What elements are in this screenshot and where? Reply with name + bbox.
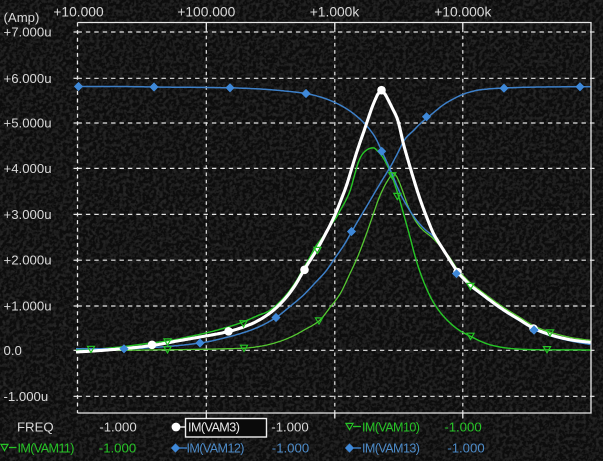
svg-text:-1.000: -1.000 [271,420,308,435]
svg-text:-1.000: -1.000 [444,420,481,435]
svg-text:0.0: 0.0 [4,343,22,358]
svg-text:-1.000u: -1.000u [4,389,49,404]
svg-text:IM(VAM11): IM(VAM11) [18,442,75,456]
svg-text:+2.000u: +2.000u [4,253,52,268]
svg-text:+5.000u: +5.000u [4,116,52,131]
svg-text:-1.000: -1.000 [99,441,136,456]
svg-text:+6.000u: +6.000u [4,71,52,86]
svg-text:-1.000: -1.000 [272,441,309,456]
svg-text:+3.000u: +3.000u [4,207,52,222]
svg-text:IM(VAM3): IM(VAM3) [188,421,240,435]
svg-text:+10.000k: +10.000k [434,5,491,20]
svg-text:+10.000: +10.000 [53,5,104,20]
svg-text:+100.000: +100.000 [177,5,235,20]
svg-text:(Amp): (Amp) [4,10,40,25]
svg-text:+1.000u: +1.000u [4,299,52,314]
svg-text:IM(VAM13): IM(VAM13) [362,442,420,456]
svg-text:FREQ: FREQ [17,420,54,435]
svg-text:+4.000u: +4.000u [4,161,52,176]
svg-text:IM(VAM12): IM(VAM12) [187,442,245,456]
svg-text:IM(VAM10): IM(VAM10) [362,421,420,435]
svg-text:+7.000u: +7.000u [4,25,52,40]
svg-text:-1.000: -1.000 [447,441,484,456]
svg-text:-1.000: -1.000 [99,420,136,435]
svg-text:+1.000k: +1.000k [310,5,360,20]
